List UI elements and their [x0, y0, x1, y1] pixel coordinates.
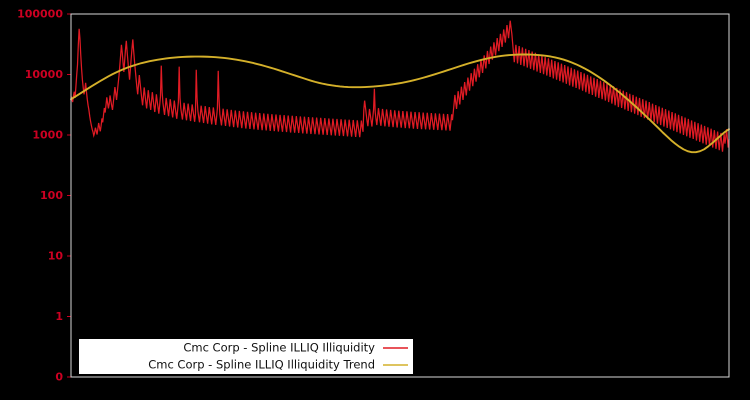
legend-label-illiquidity: Cmc Corp - Spline ILLIQ Illiquidity — [183, 341, 375, 355]
y-axis-label-1: 1 — [55, 310, 63, 323]
y-axis-label-10000: 10000 — [25, 68, 64, 81]
plot-area-background — [71, 14, 729, 377]
y-axis-label-10: 10 — [48, 250, 64, 263]
chart-legend[interactable]: Cmc Corp - Spline ILLIQ Illiquidity Cmc … — [79, 339, 413, 374]
y-axis-label-100000: 100000 — [17, 8, 63, 21]
series-illiquidity-trend-line — [70, 53, 730, 154]
legend-background — [79, 339, 413, 374]
y-axis-label-0: 0 — [55, 371, 63, 384]
plot-axes-frame — [70, 13, 730, 378]
y-axis-label-1000: 1000 — [32, 129, 63, 142]
series-illiquidity-line — [70, 20, 730, 152]
legend-label-illiquidity-trend: Cmc Corp - Spline ILLIQ Illiquidity Tren… — [148, 358, 375, 372]
y-axis-label-100: 100 — [40, 189, 63, 202]
